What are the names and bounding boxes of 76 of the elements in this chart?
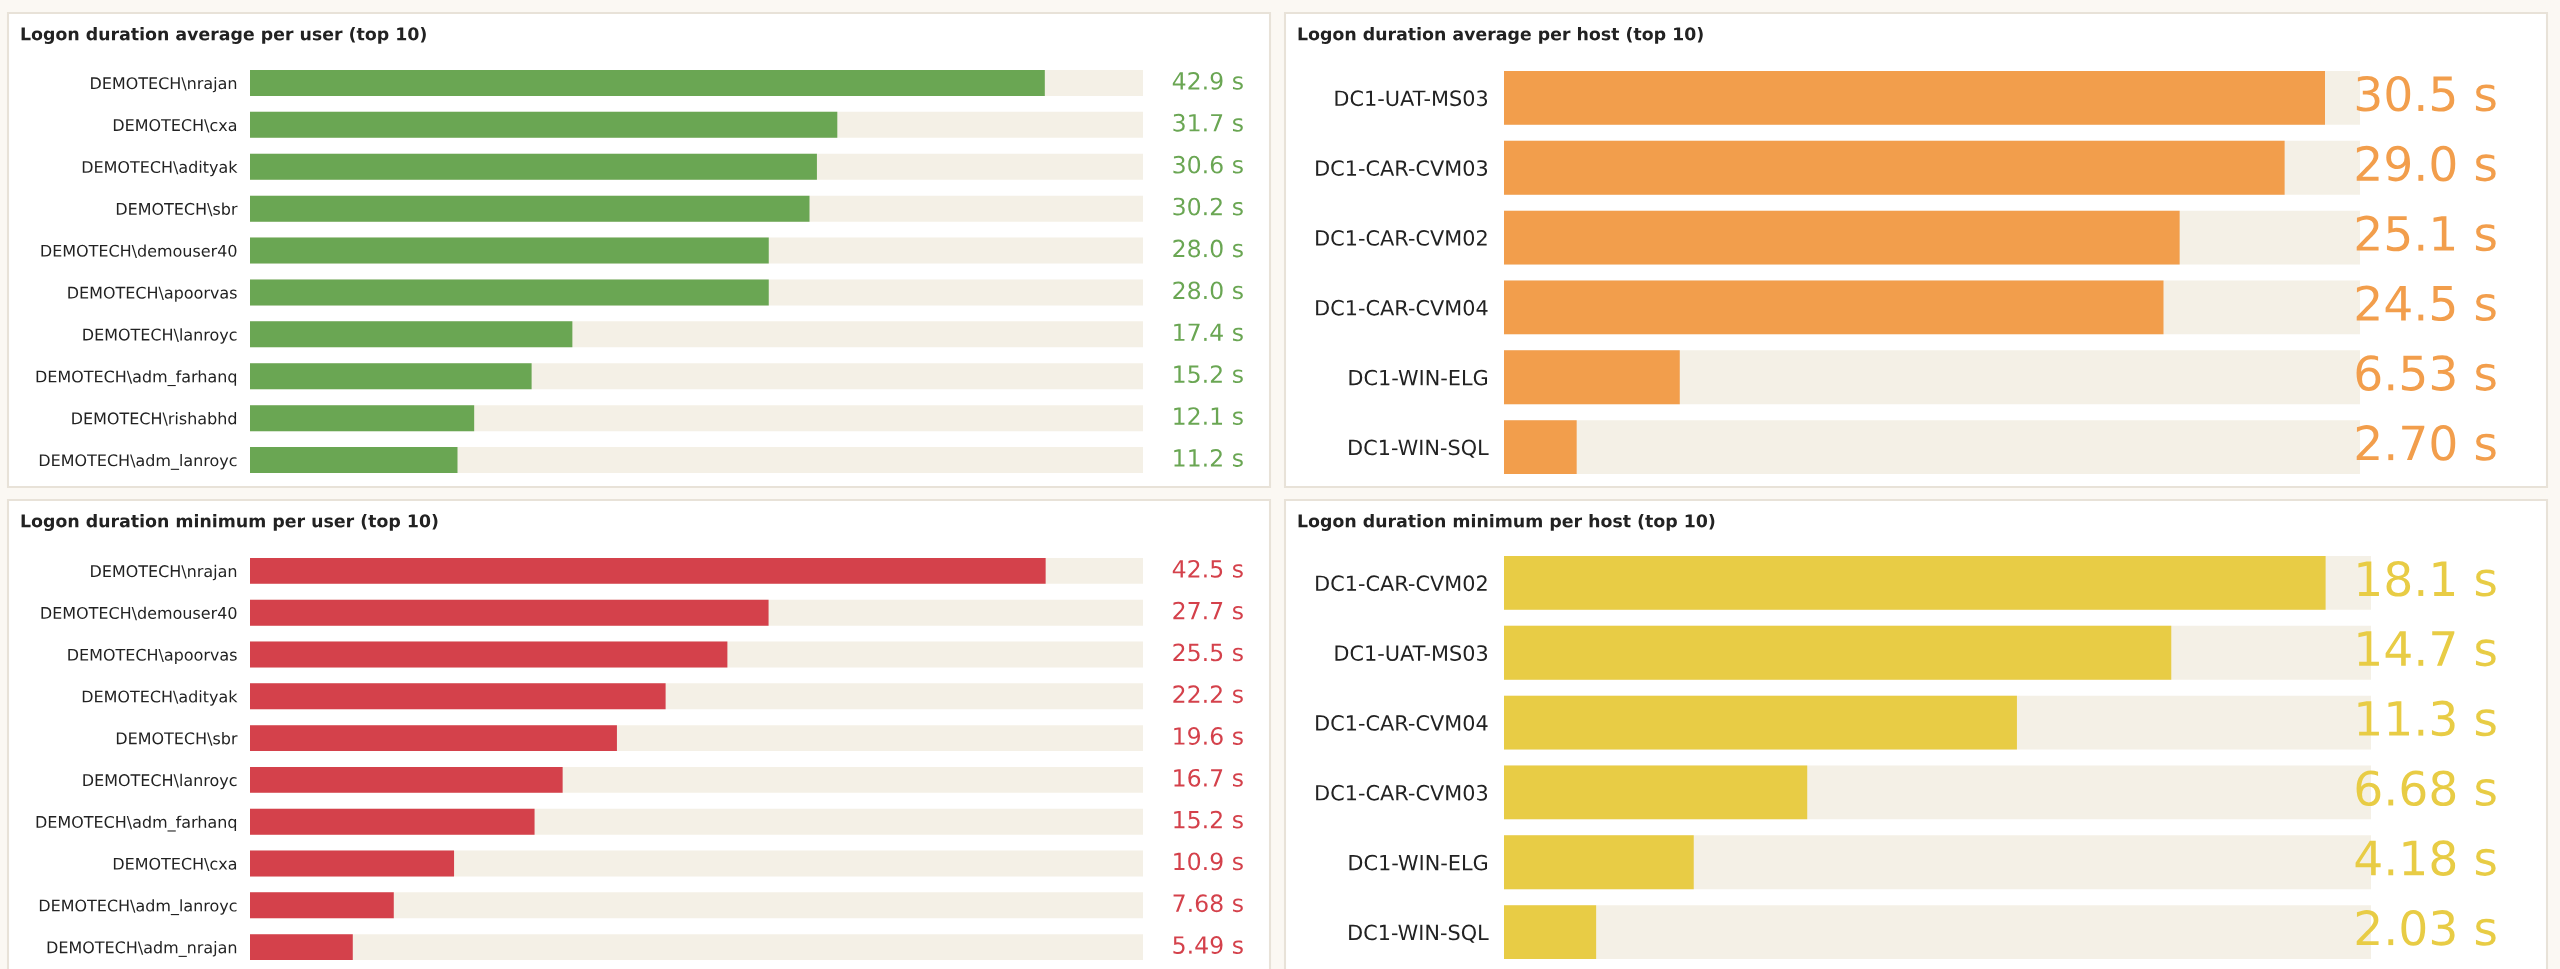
y-tick-label: DC1-WIN-SQL <box>1349 439 1489 458</box>
bar <box>1504 350 1680 405</box>
data-label: 27.7 s <box>1173 601 1243 620</box>
bar <box>1504 420 1577 474</box>
y-tick-label: DEMOTECH\apoorvas <box>68 648 237 664</box>
data-label: 11.2 s <box>1174 449 1243 467</box>
data-label: 42.9 s <box>1172 71 1243 90</box>
y-tick-label: DC1-UAT-MS03 <box>1335 90 1488 107</box>
data-label: 42.5 s <box>1172 559 1243 578</box>
y-tick-label: DC1-WIN-SQL <box>1349 924 1489 943</box>
data-label: 28.0 s <box>1173 239 1243 258</box>
y-tick-label: DEMOTECH\adm_lanroyc <box>39 453 237 470</box>
y-tick-label: DEMOTECH\adityak <box>82 690 238 706</box>
data-label: 30.2 s <box>1173 197 1243 216</box>
data-label: 28.0 s <box>1173 281 1243 300</box>
y-tick-label: DEMOTECH\cxa <box>113 857 237 872</box>
y-tick-label: DEMOTECH\nrajan <box>91 564 237 581</box>
y-tick-label: DC1-CAR-CVM02 <box>1316 575 1487 592</box>
data-label: 30.5 s <box>2356 75 2496 112</box>
bar <box>250 892 394 919</box>
y-tick-label: DEMOTECH\nrajan <box>91 76 237 93</box>
chart-title: Logon duration minimum per user (top 10) <box>21 514 438 531</box>
y-tick-label: DEMOTECH\adm_farhanq <box>36 815 237 832</box>
data-label: 16.7 s <box>1174 768 1243 787</box>
data-label: 7.68 s <box>1173 894 1243 913</box>
bar <box>1504 905 1597 959</box>
data-label: 31.7 s <box>1173 113 1243 132</box>
y-tick-label: DC1-WIN-ELG <box>1349 369 1488 386</box>
y-tick-label: DEMOTECH\cxa <box>113 119 237 133</box>
y-tick-label: DC1-CAR-CVM03 <box>1316 160 1488 176</box>
data-label: 17.4 s <box>1174 323 1243 342</box>
y-tick-label: DEMOTECH\apoorvas <box>68 286 237 302</box>
y-tick-label: DC1-WIN-ELG <box>1349 854 1488 871</box>
y-tick-label: DEMOTECH\demouser40 <box>41 244 237 259</box>
y-tick-label: DEMOTECH\lanroyc <box>83 328 237 344</box>
chart-title: Logon duration minimum per host (top 10) <box>1298 514 1715 531</box>
y-tick-label: DC1-CAR-CVM02 <box>1316 230 1487 246</box>
bar <box>1504 835 1694 890</box>
data-label: 5.49 s <box>1173 936 1243 954</box>
y-tick-label: DEMOTECH\sbr <box>116 202 238 217</box>
data-label: 25.5 s <box>1173 643 1243 662</box>
chart-title: Logon duration average per host (top 10) <box>1298 27 1703 44</box>
data-label: 10.9 s <box>1174 852 1243 871</box>
bar <box>250 934 353 961</box>
data-label: 6.53 s <box>2356 355 2496 391</box>
y-tick-label: DEMOTECH\rishabhd <box>72 412 237 426</box>
data-label: 18.1 s <box>2358 560 2496 597</box>
data-label: 29.0 s <box>2356 145 2496 182</box>
y-tick-label: DEMOTECH\lanroyc <box>83 773 237 790</box>
y-tick-label: DC1-CAR-CVM04 <box>1316 715 1488 731</box>
data-label: 2.70 s <box>2356 425 2496 461</box>
y-tick-label: DEMOTECH\demouser40 <box>41 606 237 621</box>
data-label: 22.2 s <box>1173 685 1243 704</box>
data-label: 25.1 s <box>2356 215 2496 252</box>
data-label: 24.5 s <box>2356 285 2496 322</box>
y-tick-label: DEMOTECH\adityak <box>82 160 238 177</box>
data-label: 11.3 s <box>2358 700 2496 737</box>
data-label: 12.1 s <box>1174 407 1243 425</box>
y-tick-label: DC1-UAT-MS03 <box>1335 645 1488 661</box>
y-tick-label: DEMOTECH\sbr <box>116 732 238 746</box>
bar <box>250 447 458 474</box>
data-label: 30.6 s <box>1173 155 1243 174</box>
bar <box>250 850 455 877</box>
y-tick-label: DC1-CAR-CVM04 <box>1316 299 1488 316</box>
y-tick-label: DEMOTECH\adm_nrajan <box>47 941 237 957</box>
data-label: 4.18 s <box>2355 840 2496 876</box>
data-label: 14.7 s <box>2358 631 2496 667</box>
data-label: 2.03 s <box>2356 910 2496 946</box>
data-label: 15.2 s <box>1174 365 1243 384</box>
y-tick-label: DEMOTECH\adm_farhanq <box>36 370 237 387</box>
data-label: 6.68 s <box>2356 770 2496 807</box>
y-tick-label: DC1-CAR-CVM03 <box>1316 784 1488 801</box>
y-tick-label: DEMOTECH\adm_lanroyc <box>39 899 237 916</box>
data-label: 19.6 s <box>1174 727 1243 745</box>
chart-title: Logon duration average per user (top 10) <box>21 27 426 44</box>
data-label: 15.2 s <box>1174 810 1243 829</box>
